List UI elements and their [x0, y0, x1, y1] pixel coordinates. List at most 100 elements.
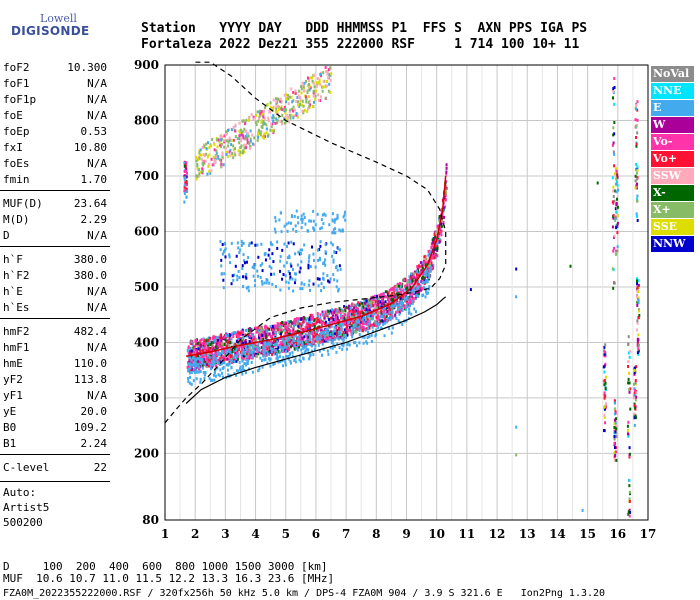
echo-point — [295, 342, 298, 346]
echo-point — [241, 264, 244, 268]
echo-point — [257, 329, 260, 333]
param-row-hme: hmE 110.0 — [3, 358, 107, 369]
echo-point — [240, 139, 243, 143]
echo-point — [262, 348, 265, 352]
echo-point — [324, 310, 327, 314]
echo-point — [383, 321, 386, 325]
echo-point — [442, 220, 445, 224]
echo-point — [425, 273, 428, 277]
echo-point — [213, 370, 216, 374]
echo-point — [292, 336, 295, 340]
echo-point — [295, 112, 298, 116]
echo-point — [187, 361, 190, 365]
echo-point — [275, 117, 278, 121]
echo-point — [250, 113, 253, 117]
echo-point — [221, 375, 224, 379]
echo-point — [266, 278, 269, 282]
echo-point — [404, 284, 407, 288]
echo-point — [357, 301, 360, 305]
echo-point — [284, 324, 287, 328]
echo-point — [313, 325, 316, 329]
echo-point — [425, 290, 428, 294]
echo-point — [243, 146, 246, 150]
echo-point — [408, 275, 411, 279]
echo-point — [424, 295, 427, 299]
echo-point — [346, 330, 349, 334]
echo-point — [214, 374, 217, 378]
echo-point — [205, 152, 208, 156]
echo-point — [263, 132, 266, 136]
echo-point — [236, 278, 239, 282]
echo-point — [330, 333, 333, 337]
echo-point — [614, 172, 617, 176]
echo-point — [272, 107, 275, 111]
echo-point — [189, 375, 192, 379]
echo-point — [274, 216, 277, 220]
echo-point — [368, 319, 371, 323]
echo-point — [616, 221, 619, 225]
echo-point — [302, 338, 305, 342]
echo-point — [245, 286, 248, 290]
echo-point — [634, 414, 637, 418]
echo-point — [246, 135, 249, 139]
y-tick-label: 200 — [134, 446, 159, 460]
echo-point — [611, 267, 614, 271]
echo-point — [216, 350, 219, 354]
echo-point — [402, 288, 405, 292]
echo-point — [266, 102, 269, 106]
echo-point — [355, 330, 358, 334]
echo-point — [271, 329, 274, 333]
echo-point — [341, 347, 344, 351]
echo-point — [615, 175, 618, 179]
echo-point — [410, 312, 413, 316]
echo-point — [302, 346, 305, 350]
echo-point — [279, 211, 282, 215]
echo-point — [343, 328, 346, 332]
echo-point — [220, 162, 223, 166]
echo-point — [352, 313, 355, 317]
echo-point — [292, 324, 295, 328]
echo-point — [232, 355, 235, 359]
param-value: N/A — [87, 229, 107, 242]
echo-point — [256, 269, 259, 273]
echo-point — [217, 343, 220, 347]
echo-point — [368, 314, 371, 318]
echo-point — [259, 336, 262, 340]
echo-point — [293, 214, 296, 218]
echo-point — [267, 333, 270, 337]
echo-point — [361, 335, 364, 339]
echo-point — [636, 118, 639, 122]
echo-point — [614, 217, 617, 221]
echo-point — [636, 100, 639, 104]
echo-point — [208, 376, 211, 380]
echo-point — [210, 359, 213, 363]
echo-point — [336, 213, 339, 217]
echo-point — [253, 326, 256, 330]
echo-point — [404, 296, 407, 300]
echo-point — [350, 330, 353, 334]
echo-point — [615, 458, 618, 462]
echo-point — [204, 373, 207, 377]
y-tick-label: 300 — [134, 391, 159, 405]
echo-point — [320, 336, 323, 340]
echo-point — [296, 112, 299, 116]
echo-point — [271, 350, 274, 354]
echo-point — [628, 446, 631, 450]
echo-point — [358, 341, 361, 345]
echo-point — [221, 367, 224, 371]
param-row-hf: h`F 380.0 — [3, 254, 107, 265]
echo-point — [233, 273, 236, 277]
echo-point — [207, 341, 210, 345]
echo-point — [379, 315, 382, 319]
echo-point — [327, 309, 330, 313]
echo-point — [316, 76, 319, 80]
echo-point — [425, 268, 428, 272]
echo-point — [380, 319, 383, 323]
echo-point — [345, 321, 348, 325]
echo-point — [417, 269, 420, 273]
echo-point — [264, 135, 267, 139]
echo-point — [421, 266, 424, 270]
echo-point — [257, 119, 260, 123]
echo-point — [381, 297, 384, 301]
echo-point — [258, 333, 261, 337]
